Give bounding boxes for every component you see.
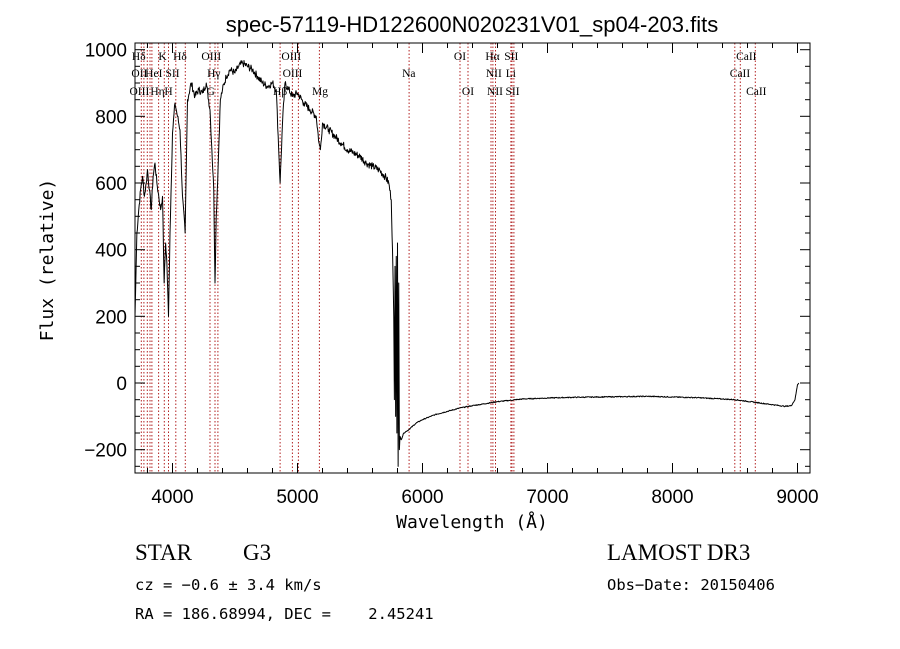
line-marker-label: CaII	[730, 68, 751, 80]
chart-title: spec-57119-HD122600N020231V01_sp04-203.f…	[226, 12, 719, 37]
line-marker-label: OI	[454, 51, 466, 63]
line-marker-label: CaII	[736, 51, 757, 63]
line-marker-label: HeI	[145, 68, 162, 80]
y-tick-label: 400	[95, 241, 127, 262]
x-tick-label: 8000	[651, 487, 693, 508]
x-axis-ticks: 4000 5000 6000 7000 8000 9000	[147, 43, 819, 508]
x-axis-label: Wavelength (Å)	[396, 511, 548, 533]
object-class: STAR	[135, 540, 193, 565]
line-marker-label: OIII	[201, 51, 221, 63]
redshift-value: cz = −0.6 ± 3.4 km/s	[135, 576, 322, 594]
line-marker-label: NII	[486, 68, 502, 80]
line-marker-label: SII	[505, 86, 519, 98]
spectrum-series	[134, 60, 800, 467]
line-marker-label: K	[158, 51, 167, 63]
y-axis-ticks: −200 0 200 400 600 800 1000	[84, 41, 810, 467]
line-marker-label: OIII	[281, 51, 301, 63]
y-tick-label: 600	[95, 174, 127, 195]
line-marker-label: OI	[462, 86, 474, 98]
y-tick-label: −200	[84, 441, 127, 462]
line-marker-label: Hη	[150, 86, 164, 98]
x-tick-label: 9000	[776, 487, 818, 508]
observation-date: Obs−Date: 20150406	[607, 576, 775, 594]
line-marker-label: Na	[402, 68, 415, 80]
line-marker-label: Hγ	[207, 68, 220, 80]
line-marker-label: H	[164, 86, 172, 98]
line-marker-label: Li	[506, 68, 516, 80]
y-tick-label: 800	[95, 107, 127, 128]
y-tick-label: 1000	[85, 41, 127, 62]
line-marker-label: NII	[487, 86, 503, 98]
survey-name: LAMOST DR3	[607, 540, 750, 565]
line-marker-label: Hδ	[173, 51, 187, 63]
line-marker-label: Mg	[312, 86, 328, 98]
line-marker-label: Hα	[485, 51, 499, 63]
object-subclass: G3	[243, 540, 271, 565]
x-tick-label: 5000	[276, 487, 318, 508]
spectral-line-markers	[140, 43, 756, 473]
x-tick-label: 6000	[401, 487, 443, 508]
line-marker-label: SII	[504, 51, 518, 63]
y-tick-label: 0	[116, 374, 127, 395]
sky-coordinates: RA = 186.68994, DEC = 2.45241	[135, 605, 434, 623]
line-marker-label: OIII	[283, 68, 303, 80]
y-tick-label: 200	[95, 307, 127, 328]
line-marker-label: SII	[165, 68, 179, 80]
y-axis-label: Flux (relative)	[37, 179, 58, 342]
line-marker-label: CaII	[746, 86, 767, 98]
plot-frame	[134, 42, 811, 474]
line-marker-label: G	[206, 86, 214, 98]
x-tick-label: 7000	[526, 487, 568, 508]
x-tick-label: 4000	[151, 487, 193, 508]
spectrum-line	[134, 60, 800, 467]
line-marker-label: Hδ	[132, 51, 146, 63]
line-marker-label: OIII	[130, 86, 150, 98]
